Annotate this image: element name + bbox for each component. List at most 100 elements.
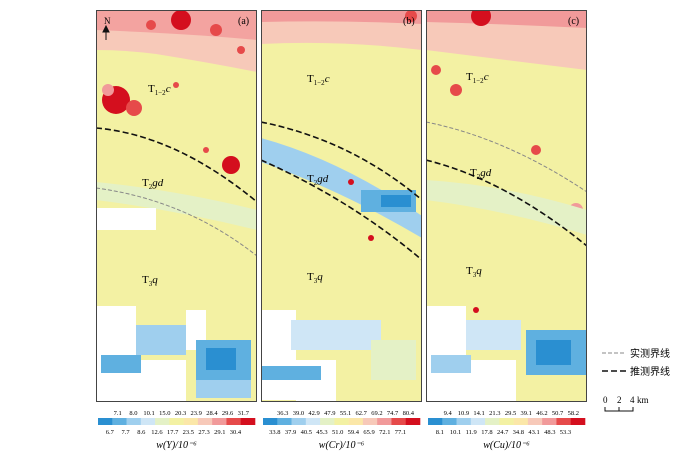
- scale-swatch: [126, 418, 142, 425]
- scale-tick-lower: 6.7: [106, 429, 115, 436]
- scale-swatch: [405, 418, 421, 425]
- scale-swatch: [263, 418, 278, 425]
- scale-tick-upper: 9.4: [444, 410, 453, 417]
- scale-tick-upper: 36.3: [277, 410, 288, 417]
- map-cu: (c) T1−2c T2gd T3q: [426, 10, 587, 402]
- scale-tick-lower: 65.9: [363, 429, 374, 436]
- scale-tick-0: 0: [603, 395, 608, 405]
- north-arrow-icon: [102, 24, 110, 40]
- scale-tick-lower: 43.1: [528, 429, 539, 436]
- scale-tick-lower: 33.8: [269, 429, 280, 436]
- scale-tick-lower: 8.1: [436, 429, 444, 436]
- panel-letter: (c): [568, 16, 579, 27]
- scale-tick-lower: 37.9: [285, 429, 296, 436]
- unit-label-tc: T1−2c: [148, 83, 171, 97]
- scale-tick-upper: 10.1: [143, 410, 154, 417]
- scale-swatch: [226, 418, 242, 425]
- scale-swatch: [470, 418, 486, 425]
- scale-swatch: [240, 418, 256, 425]
- scale-swatch: [348, 418, 364, 425]
- scale-swatch: [513, 418, 529, 425]
- scale-tick-upper: 29.5: [505, 410, 516, 417]
- scale-tick-lower: 48.3: [544, 429, 555, 436]
- scale-tick-upper: 47.9: [324, 410, 335, 417]
- scale-swatch: [169, 418, 184, 425]
- scale-swatch: [291, 418, 307, 425]
- legend-measured: 实测界线: [630, 347, 670, 360]
- scale-swatch: [197, 418, 213, 425]
- scale-swatch: [377, 418, 392, 425]
- scale-title: w(Cr)/10⁻⁶: [319, 440, 365, 451]
- scale-tick-lower: 8.6: [137, 429, 146, 436]
- scale-swatch: [499, 418, 514, 425]
- color-scales: 7.1 8.0 10.1 15.0 20.3 23.9 28.4 29.6 31.7 6.7 7.7…: [98, 410, 586, 451]
- scale-tick-lower: 45.3: [316, 429, 327, 436]
- boundary-legend: 实测界线 推测界线: [602, 347, 670, 378]
- scale-tick-upper: 7.1: [114, 410, 122, 417]
- scale-swatch: [212, 418, 227, 425]
- scale-tick-lower: 7.7: [121, 429, 130, 436]
- scale-tick-upper: 29.6: [222, 410, 234, 417]
- scale-tick-upper: 69.2: [371, 410, 382, 417]
- legend-inferred: 推测界线: [630, 365, 670, 378]
- scale-tick-lower: 17.7: [167, 429, 179, 436]
- scale-tick-upper: 28.4: [206, 410, 218, 417]
- scale-tick-upper: 50.7: [552, 410, 564, 417]
- scale-swatch: [155, 418, 170, 425]
- scale-swatch: [456, 418, 472, 425]
- unit-label-tgd: T2gd: [470, 167, 492, 181]
- scale-tick-upper: 62.7: [356, 410, 368, 417]
- scale-tick-upper: 58.2: [568, 410, 579, 417]
- scale-tick-upper: 39.1: [521, 410, 532, 417]
- scale-tick-lower: 59.4: [348, 429, 360, 436]
- scale-tick-lower: 27.3: [198, 429, 209, 436]
- scale-tick-lower: 72.1: [379, 429, 390, 436]
- scale-tick-4: 4: [630, 395, 635, 405]
- distance-scalebar: 0 2 4 km: [603, 395, 649, 412]
- scale-tick-lower: 24.7: [497, 429, 509, 436]
- scale-swatch: [334, 418, 349, 425]
- map-panel-y: N (a) T1−2c T2gd T3q: [96, 10, 257, 402]
- map-panel-cu: (c) T1−2c T2gd T3q: [426, 10, 587, 402]
- scale-tick-upper: 10.9: [458, 410, 469, 417]
- scale-unit: km: [637, 395, 649, 405]
- scale-tick-lower: 30.4: [230, 429, 242, 436]
- scale-swatch: [183, 418, 199, 425]
- scale-tick-lower: 29.1: [214, 429, 225, 436]
- scale-tick-lower: 51.0: [332, 429, 343, 436]
- scale-tick-upper: 46.2: [536, 410, 547, 417]
- scale-tick-upper: 55.1: [340, 410, 351, 417]
- scale-tick-lower: 53.3: [560, 429, 571, 436]
- scale-swatch: [277, 418, 292, 425]
- scale-title: w(Y)/10⁻⁶: [156, 440, 197, 451]
- scale-swatch: [320, 418, 335, 425]
- unit-label-tc: T1−2c: [466, 71, 489, 85]
- scale-swatch: [428, 418, 443, 425]
- scale-swatch: [112, 418, 127, 425]
- scale-tick-upper: 74.7: [387, 410, 399, 417]
- map-panel-cr: (b) T1−2c T2gd T3q: [261, 10, 422, 402]
- scale-tick-lower: 17.8: [481, 429, 492, 436]
- scale-tick-lower: 10.1: [450, 429, 461, 436]
- scale-tick-lower: 77.1: [395, 429, 406, 436]
- scale-swatch: [140, 418, 156, 425]
- scale-swatch: [542, 418, 557, 425]
- scale-tick-upper: 8.0: [129, 410, 137, 417]
- unit-label-tq: T3q: [142, 274, 158, 288]
- scale-tick-lower: 40.5: [301, 429, 312, 436]
- scale-tick-lower: 23.5: [183, 429, 194, 436]
- scale-tick-upper: 42.9: [308, 410, 319, 417]
- scale-swatch: [485, 418, 500, 425]
- unit-label-tgd: T2gd: [307, 173, 329, 187]
- unit-label-tgd: T2gd: [142, 177, 164, 191]
- scale-tick-2: 2: [617, 395, 622, 405]
- map-y: N (a) T1−2c T2gd T3q: [96, 10, 257, 402]
- panel-letter: (b): [403, 16, 415, 27]
- map-cr: (b) T1−2c T2gd T3q: [261, 10, 422, 402]
- scale-title: w(Cu)/10⁻⁶: [483, 440, 530, 451]
- scale-swatch: [362, 418, 378, 425]
- scale-swatch: [305, 418, 321, 425]
- scale-tick-upper: 23.9: [191, 410, 202, 417]
- panel-letter: (a): [238, 16, 249, 27]
- unit-label-tc: T1−2c: [307, 73, 330, 87]
